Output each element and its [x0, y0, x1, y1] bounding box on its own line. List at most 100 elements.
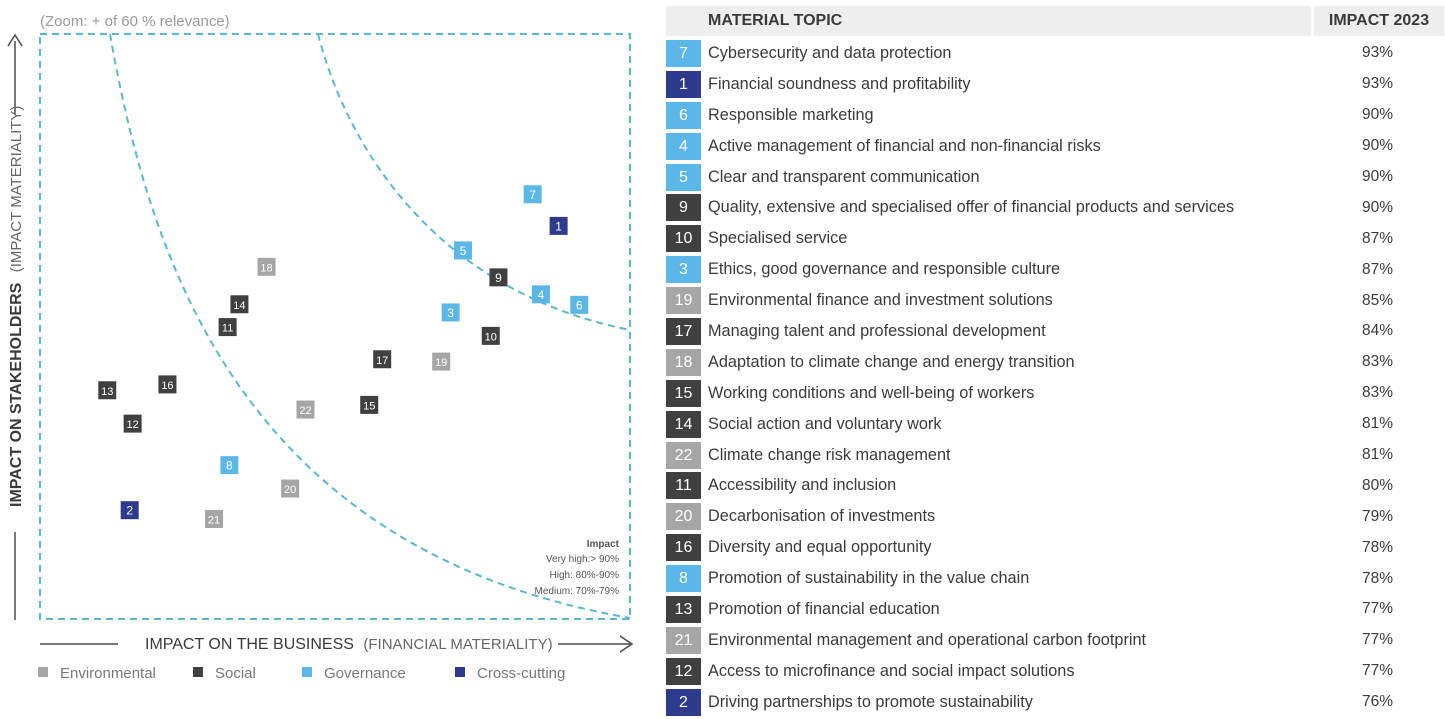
legend-label: Social — [215, 665, 256, 682]
data-point-18: 18 — [257, 257, 276, 276]
data-point-label: 20 — [284, 484, 296, 496]
plot-frame — [39, 33, 631, 620]
header-material-topic: MATERIAL TOPIC — [666, 6, 1311, 38]
table-row: 2 Driving partnerships to promote sustain… — [666, 687, 1444, 718]
topic-name-cell: Environmental management and operational… — [708, 630, 1147, 649]
data-point-label: 12 — [127, 419, 139, 431]
impact-key-level-2: High: 80%-90% — [550, 570, 620, 581]
topic-name-cell: Driving partnerships to promote sustaina… — [708, 692, 1033, 711]
table-row: 3 Ethics, good governance and responsible… — [666, 254, 1444, 285]
legend-label: Cross-cutting — [477, 665, 565, 682]
table-row: 14 Social action and voluntary work 81% — [666, 409, 1444, 440]
data-point-marker — [296, 400, 315, 419]
data-point-9: 9 — [489, 268, 508, 287]
data-point-label: 2 — [126, 504, 133, 518]
data-point-label: 16 — [161, 380, 173, 392]
data-point-6: 6 — [570, 295, 589, 314]
topic-number-cell: 2 — [666, 687, 701, 718]
topic-name-cell: Managing talent and professional develop… — [708, 321, 1046, 340]
table-row: 7 Cybersecurity and data protection 93% — [666, 38, 1444, 69]
y-axis-label-bold: IMPACT ON STAKEHOLDERS — [8, 282, 25, 507]
topic-number-badge: 3 — [666, 256, 701, 284]
topic-number-badge: 16 — [666, 534, 701, 562]
topic-name-cell: Environmental finance and investment sol… — [708, 291, 1053, 310]
data-point-label: 15 — [363, 400, 375, 412]
topic-number-badge: 21 — [666, 626, 701, 654]
topic-number-cell: 13 — [666, 594, 701, 625]
topic-name-cell: Adaptation to climate change and energy … — [708, 352, 1075, 371]
data-point-13: 13 — [98, 381, 117, 400]
impact-key-level-3: Medium: 70%-79% — [535, 586, 620, 597]
table-row: 9 Quality, extensive and specialised offe… — [666, 192, 1444, 223]
topic-name-cell: Climate change risk management — [708, 445, 951, 464]
data-point-label: 8 — [226, 459, 233, 473]
topic-number-cell: 11 — [666, 470, 701, 501]
topic-number-badge: 22 — [666, 441, 701, 469]
data-point-label: 17 — [376, 355, 388, 367]
table-header-row: MATERIAL TOPIC IMPACT 2023 — [666, 6, 1444, 38]
data-point-marker — [531, 285, 550, 304]
topic-impact-cell: 90% — [1361, 106, 1394, 124]
topic-impact-cell: 78% — [1361, 569, 1394, 587]
table-row: 20 Decarbonisation of investments 79% — [666, 501, 1444, 532]
data-point-label: 6 — [576, 298, 583, 312]
data-point-marker — [120, 501, 139, 520]
topic-name-cell: Responsible marketing — [708, 105, 874, 124]
topic-impact-cell: 84% — [1361, 322, 1394, 340]
table-row: 4 Active management of financial and non-… — [666, 131, 1444, 162]
data-point-12: 12 — [123, 414, 142, 433]
topic-number-badge: 7 — [666, 39, 701, 67]
topic-number-cell: 17 — [666, 316, 701, 347]
topic-name-cell: Active management of financial and non-f… — [708, 136, 1101, 155]
legend-swatch — [302, 667, 312, 677]
topic-number-cell: 22 — [666, 440, 701, 471]
topic-number-cell: 8 — [666, 563, 701, 594]
data-point-22: 22 — [296, 400, 315, 419]
topic-impact-cell: 77% — [1361, 662, 1394, 680]
topic-number-badge: 19 — [666, 287, 701, 315]
topic-impact-cell: 87% — [1361, 260, 1394, 278]
data-point-11: 11 — [218, 318, 237, 337]
topic-impact-cell: 93% — [1361, 75, 1394, 93]
topic-number-cell: 7 — [666, 38, 701, 69]
data-point-label: 21 — [208, 514, 220, 526]
topic-number-badge: 2 — [666, 688, 701, 716]
topic-impact-cell: 90% — [1361, 168, 1394, 185]
topic-name-cell: Access to microfinance and social impact… — [708, 661, 1075, 680]
topic-number-cell: 3 — [666, 254, 701, 285]
topic-impact-cell: 79% — [1361, 507, 1394, 525]
x-axis-label: IMPACT ON THE BUSINESS (FINANCIAL MATERI… — [145, 636, 553, 653]
topic-number-badge: 18 — [666, 348, 701, 376]
threshold-curve-medium — [109, 33, 631, 619]
legend-label: Governance — [324, 665, 406, 682]
data-point-10: 10 — [481, 326, 500, 345]
data-point-marker — [281, 479, 300, 498]
topic-number-cell: 19 — [666, 285, 701, 316]
topic-impact-cell: 80% — [1361, 476, 1394, 494]
zoom-note: (Zoom: + of 60 % relevance) — [40, 13, 230, 30]
data-point-marker — [158, 375, 177, 394]
data-point-marker — [205, 509, 224, 528]
data-point-14: 14 — [230, 295, 249, 314]
topic-name-cell: Diversity and equal opportunity — [708, 538, 932, 557]
topic-name-cell: Working conditions and well-being of wor… — [708, 383, 1035, 402]
y-axis-label: IMPACT ON STAKEHOLDERS (IMPACT MATERIALI… — [8, 106, 25, 507]
impact-key-title: Impact — [587, 539, 620, 550]
data-point-5: 5 — [454, 241, 473, 260]
impact-key: Impact Very high:> 90% High: 80%-90% Med… — [535, 539, 620, 597]
topic-name-cell: Cybersecurity and data protection — [708, 43, 952, 62]
data-point-marker — [454, 241, 473, 260]
data-point-17: 17 — [373, 350, 392, 369]
topic-name-cell: Ethics, good governance and responsible … — [708, 260, 1061, 279]
data-point-label: 7 — [529, 188, 536, 202]
topic-number-cell: 21 — [666, 625, 701, 656]
data-point-marker — [489, 268, 508, 287]
topic-name-cell: Promotion of financial education — [708, 599, 940, 618]
data-point-marker — [230, 295, 249, 314]
topic-impact-cell: 77% — [1361, 631, 1394, 649]
data-point-marker — [360, 395, 379, 414]
topic-number-cell: 9 — [666, 192, 701, 223]
category-legend: Environmental Social Governance Cross-cutti… — [38, 665, 565, 682]
table-body: 7 Cybersecurity and data protection 93% 1 Fi… — [666, 38, 1444, 718]
data-point-16: 16 — [158, 375, 177, 394]
